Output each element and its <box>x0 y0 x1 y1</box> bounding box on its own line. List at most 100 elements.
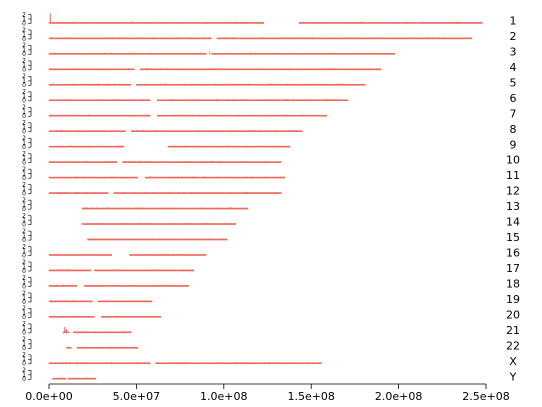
track-y-tick-label: 1 <box>22 140 26 147</box>
track-y-tick-label: 2 <box>22 197 26 204</box>
coverage-segment <box>155 362 322 365</box>
track-y-tick-label: 0 <box>22 36 26 43</box>
track-y-tick-label: 2 <box>22 212 26 219</box>
track-y-tick-label: 1 <box>22 356 26 363</box>
track-y-tick-label: 0 <box>22 237 26 244</box>
coverage-segment <box>49 176 139 179</box>
chromosome-label: 14 <box>506 216 520 229</box>
chromosome-label: 2 <box>510 30 517 43</box>
track-y-tick-label: 1 <box>22 109 26 116</box>
track-y-tick-label: 2 <box>22 120 26 127</box>
track-y-tick-label: 0 <box>22 345 26 352</box>
coverage-texture <box>157 114 328 117</box>
track-y-tick-label: 0 <box>22 144 26 151</box>
track-y-tick-label: 2 <box>22 135 26 142</box>
chromosome-label: 1 <box>510 15 517 28</box>
track-y-tick-label: 1 <box>22 62 26 69</box>
coverage-segment <box>157 99 348 102</box>
track-y-tick-label: 1 <box>22 232 26 239</box>
coverage-texture <box>94 269 194 272</box>
coverage-texture <box>48 160 117 163</box>
coverage-segment <box>122 161 282 163</box>
track-y-tick-label: 2 <box>22 151 26 158</box>
coverage-texture <box>48 36 211 40</box>
chromosome-label: 16 <box>506 247 520 260</box>
x-axis-tick-label: 5.0e+07 <box>113 390 160 403</box>
coverage-texture <box>48 284 77 287</box>
coverage-segment <box>49 53 207 55</box>
track-y-tick-label: 1 <box>22 171 26 178</box>
track-y-tick-label: 1 <box>22 217 26 224</box>
coverage-texture <box>129 253 206 256</box>
track-y-tick-label: 0 <box>22 252 26 259</box>
track-y-tick-label: 1 <box>22 31 26 38</box>
chromosome-label: 3 <box>510 45 517 58</box>
track-y-tick-label: 0 <box>22 175 26 182</box>
coverage-texture <box>48 299 93 303</box>
chromosome-label: 4 <box>510 61 517 74</box>
coverage-texture <box>139 67 382 71</box>
coverage-texture <box>48 145 125 148</box>
chromosome-label: 22 <box>506 339 520 352</box>
x-axis-tick-label: 0.0e+00 <box>25 390 72 403</box>
chromosome-label: 6 <box>510 92 517 105</box>
coverage-texture <box>81 222 236 225</box>
track-y-tick-label: 2 <box>22 274 26 281</box>
track-y-tick-label: 0 <box>22 67 26 74</box>
coverage-texture <box>167 145 291 148</box>
coverage-segment <box>87 238 228 241</box>
coverage-texture <box>87 238 228 241</box>
coverage-texture <box>155 361 321 365</box>
chromosome-label: 7 <box>510 107 517 120</box>
coverage-texture <box>52 377 66 380</box>
coverage-texture <box>211 52 395 55</box>
coverage-texture <box>157 98 348 102</box>
coverage-segment <box>167 145 291 148</box>
track-y-tick-label: 2 <box>22 27 26 34</box>
coverage-texture <box>144 176 286 179</box>
coverage-texture <box>48 191 109 194</box>
coverage-segment <box>139 68 382 71</box>
coverage-segment <box>82 223 237 225</box>
coverage-segment <box>94 269 195 272</box>
track-y-tick-label: 2 <box>22 181 26 188</box>
track-y-tick-label: 1 <box>22 155 26 162</box>
track-y-tick-label: 2 <box>22 305 26 312</box>
chromosome-label: 12 <box>506 185 520 198</box>
coverage-texture <box>101 315 162 318</box>
chromosome-label: 19 <box>506 293 520 306</box>
track-y-tick-label: 1 <box>22 341 26 348</box>
coverage-texture <box>136 83 366 86</box>
coverage-segment <box>68 377 97 380</box>
chromosome-label: 5 <box>510 76 517 89</box>
coverage-texture <box>83 284 189 287</box>
track-y-tick-label: 0 <box>22 206 26 213</box>
track-y-tick-label: 0 <box>22 98 26 105</box>
track-y-tick-label: 2 <box>22 259 26 266</box>
coverage-texture <box>48 315 95 318</box>
track-y-tick-label: 2 <box>22 89 26 96</box>
track-y-tick-label: 2 <box>22 73 26 80</box>
coverage-segment <box>83 285 189 287</box>
track-y-tick-label: 2 <box>22 367 26 374</box>
track-y-tick-label: 1 <box>22 372 26 379</box>
track-y-tick-label: 1 <box>22 294 26 301</box>
coverage-segment <box>66 346 72 349</box>
coverage-texture <box>216 36 473 40</box>
track-y-tick-label: 2 <box>22 228 26 235</box>
track-y-tick-label: 0 <box>22 20 26 27</box>
chromosome-label: 11 <box>506 169 520 182</box>
coverage-texture <box>48 129 126 132</box>
track-y-tick-label: 0 <box>22 129 26 136</box>
coverage-segment <box>145 176 285 179</box>
track-y-tick-label: 0 <box>22 221 26 228</box>
chromosome-label: 20 <box>506 308 520 321</box>
track-y-tick-label: 0 <box>22 160 26 167</box>
coverage-texture <box>48 83 131 86</box>
chromosome-label: 9 <box>510 138 517 151</box>
track-y-tick-label: 2 <box>22 11 26 18</box>
coverage-segment <box>211 53 396 55</box>
track-y-tick-label: 1 <box>22 279 26 286</box>
track-y-tick-label: 2 <box>22 104 26 111</box>
